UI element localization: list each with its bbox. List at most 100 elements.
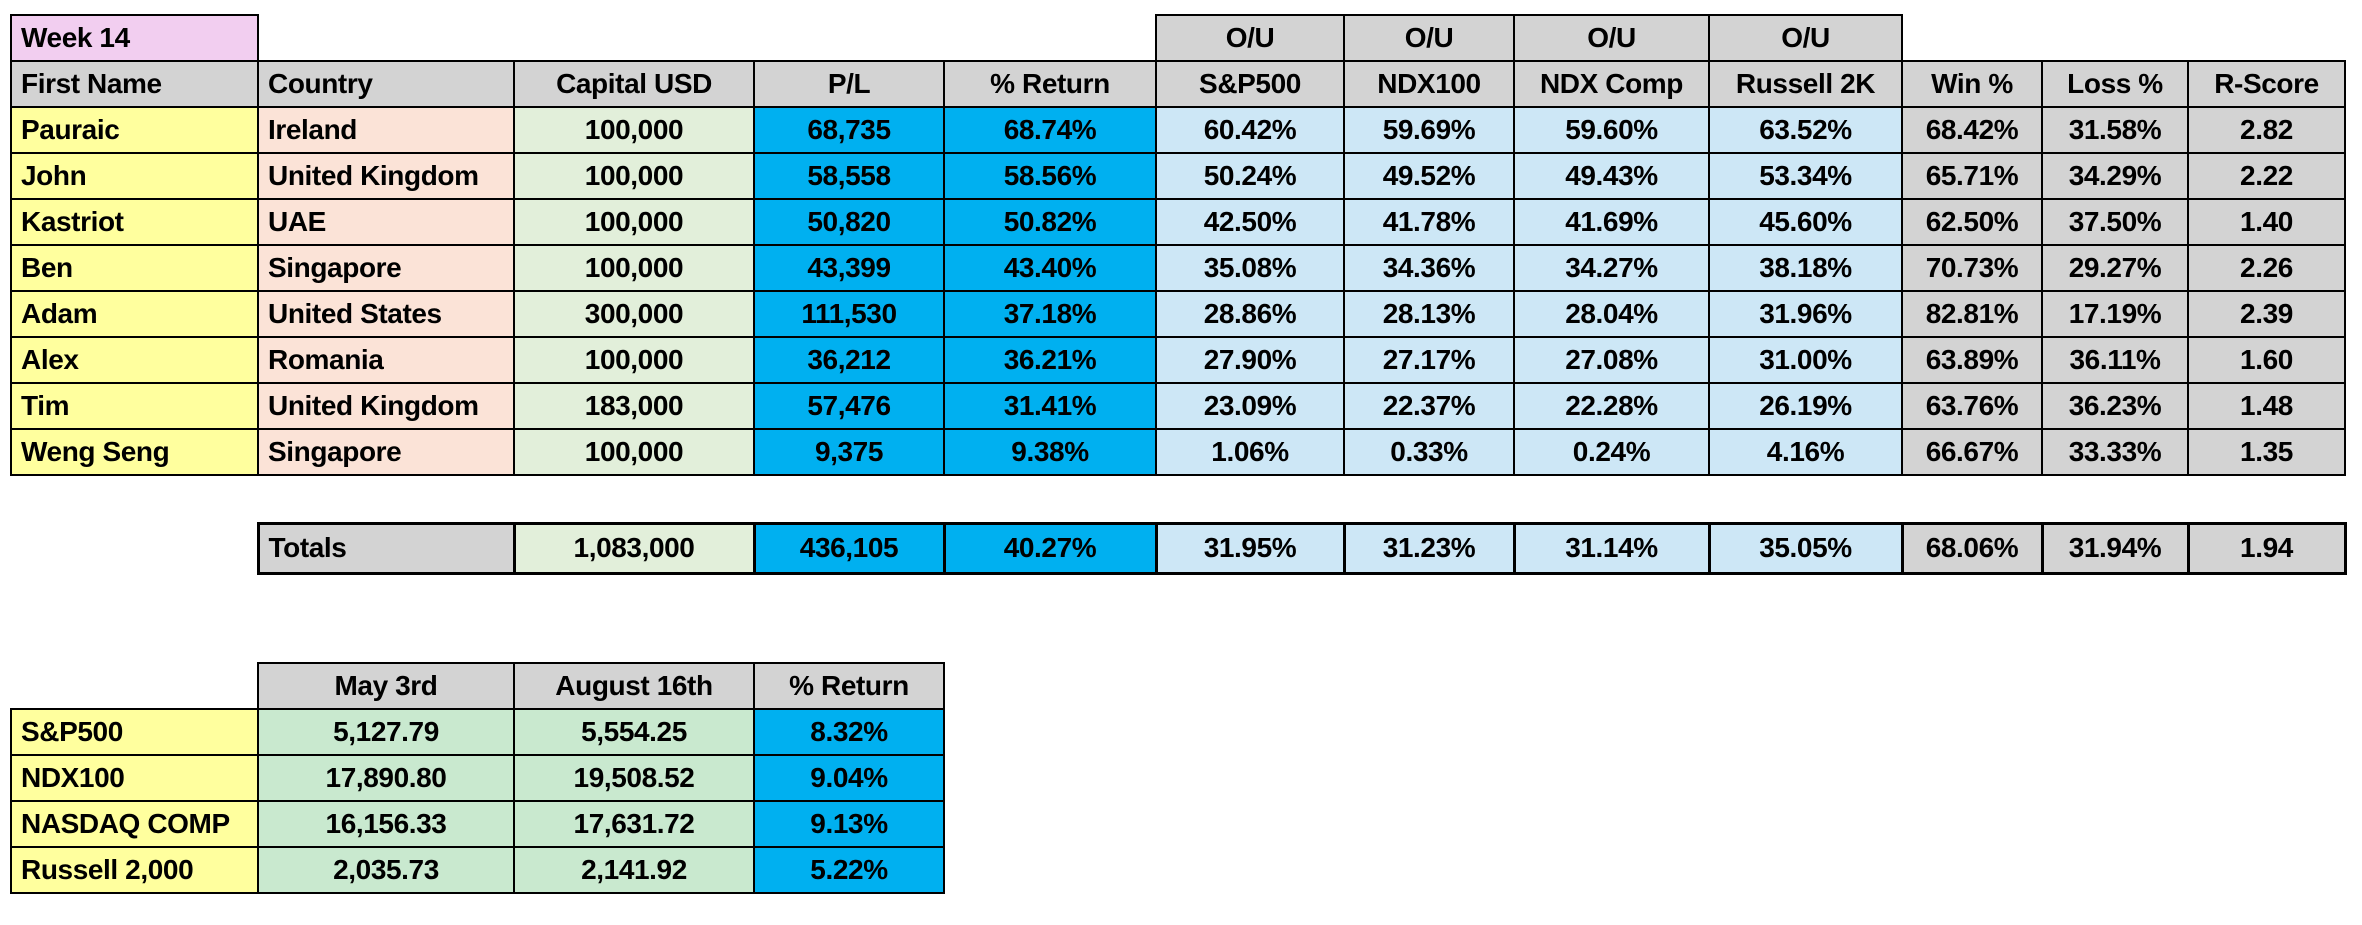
- cell-return[interactable]: 9.38%: [943, 428, 1157, 476]
- index-cell[interactable]: 5,554.25: [513, 708, 755, 756]
- cell-ndx100[interactable]: 34.36%: [1343, 244, 1515, 292]
- column-header-win[interactable]: Win %: [1901, 60, 2043, 108]
- cell-loss[interactable]: 17.19%: [2041, 290, 2189, 338]
- column-header-s-p500[interactable]: S&P500: [1155, 60, 1345, 108]
- cell-russell-2k[interactable]: 63.52%: [1708, 106, 1903, 154]
- totals-cell[interactable]: 1.94: [2186, 521, 2347, 575]
- cell-country[interactable]: Singapore: [257, 244, 515, 292]
- cell-r-score[interactable]: 1.48: [2187, 382, 2346, 430]
- column-header-capital-usd[interactable]: Capital USD: [513, 60, 755, 108]
- cell-loss[interactable]: 37.50%: [2041, 198, 2189, 246]
- column-header-p-l[interactable]: P/L: [753, 60, 945, 108]
- cell-return[interactable]: 58.56%: [943, 152, 1157, 200]
- cell-s-p500[interactable]: 42.50%: [1155, 198, 1345, 246]
- cell-win[interactable]: 70.73%: [1901, 244, 2043, 292]
- cell-ndx-comp[interactable]: 28.04%: [1513, 290, 1710, 338]
- cell-s-p500[interactable]: 23.09%: [1155, 382, 1345, 430]
- index-cell[interactable]: 2,141.92: [513, 846, 755, 894]
- cell-ndx100[interactable]: 49.52%: [1343, 152, 1515, 200]
- cell-p-l[interactable]: 9,375: [753, 428, 945, 476]
- cell-s-p500[interactable]: 50.24%: [1155, 152, 1345, 200]
- column-header-loss[interactable]: Loss %: [2041, 60, 2189, 108]
- cell-country[interactable]: United Kingdom: [257, 152, 515, 200]
- column-header-pct-return[interactable]: % Return: [753, 662, 945, 710]
- column-header-return[interactable]: % Return: [943, 60, 1157, 108]
- totals-cell[interactable]: 1,083,000: [512, 521, 756, 575]
- week-label-cell[interactable]: Week 14: [10, 14, 259, 62]
- ou-header-cell[interactable]: O/U: [1155, 14, 1345, 62]
- cell-first-name[interactable]: Adam: [10, 290, 259, 338]
- cell-first-name[interactable]: Weng Seng: [10, 428, 259, 476]
- cell-capital-usd[interactable]: 100,000: [513, 336, 755, 384]
- cell-first-name[interactable]: Alex: [10, 336, 259, 384]
- cell-win[interactable]: 62.50%: [1901, 198, 2043, 246]
- cell-ndx100[interactable]: 22.37%: [1343, 382, 1515, 430]
- column-header-ndx100[interactable]: NDX100: [1343, 60, 1515, 108]
- cell-capital-usd[interactable]: 100,000: [513, 152, 755, 200]
- cell-first-name[interactable]: Kastriot: [10, 198, 259, 246]
- column-header-may-3rd[interactable]: May 3rd: [257, 662, 515, 710]
- cell-return[interactable]: 50.82%: [943, 198, 1157, 246]
- column-header-russell-2k[interactable]: Russell 2K: [1708, 60, 1903, 108]
- index-label-cell[interactable]: NDX100: [10, 754, 259, 802]
- totals-cell[interactable]: 68.06%: [1900, 521, 2044, 575]
- index-cell[interactable]: 5.22%: [753, 846, 945, 894]
- cell-country[interactable]: Ireland: [257, 106, 515, 154]
- cell-win[interactable]: 66.67%: [1901, 428, 2043, 476]
- cell-return[interactable]: 37.18%: [943, 290, 1157, 338]
- totals-cell[interactable]: 31.94%: [2040, 521, 2190, 575]
- cell-ndx-comp[interactable]: 34.27%: [1513, 244, 1710, 292]
- cell-ndx-comp[interactable]: 0.24%: [1513, 428, 1710, 476]
- totals-label-cell[interactable]: Totals: [256, 521, 516, 575]
- cell-s-p500[interactable]: 1.06%: [1155, 428, 1345, 476]
- ou-header-cell[interactable]: O/U: [1708, 14, 1903, 62]
- cell-ndx-comp[interactable]: 59.60%: [1513, 106, 1710, 154]
- cell-return[interactable]: 36.21%: [943, 336, 1157, 384]
- index-cell[interactable]: 5,127.79: [257, 708, 515, 756]
- cell-win[interactable]: 82.81%: [1901, 290, 2043, 338]
- cell-loss[interactable]: 29.27%: [2041, 244, 2189, 292]
- ou-header-cell[interactable]: O/U: [1343, 14, 1515, 62]
- cell-return[interactable]: 43.40%: [943, 244, 1157, 292]
- cell-win[interactable]: 65.71%: [1901, 152, 2043, 200]
- cell-russell-2k[interactable]: 26.19%: [1708, 382, 1903, 430]
- cell-r-score[interactable]: 2.26: [2187, 244, 2346, 292]
- cell-first-name[interactable]: Tim: [10, 382, 259, 430]
- cell-win[interactable]: 63.89%: [1901, 336, 2043, 384]
- index-cell[interactable]: 19,508.52: [513, 754, 755, 802]
- cell-r-score[interactable]: 2.82: [2187, 106, 2346, 154]
- index-cell[interactable]: 17,890.80: [257, 754, 515, 802]
- column-header-august-16th[interactable]: August 16th: [513, 662, 755, 710]
- cell-s-p500[interactable]: 35.08%: [1155, 244, 1345, 292]
- cell-capital-usd[interactable]: 183,000: [513, 382, 755, 430]
- cell-first-name[interactable]: Ben: [10, 244, 259, 292]
- totals-cell[interactable]: 35.05%: [1707, 521, 1904, 575]
- totals-cell[interactable]: 31.95%: [1154, 521, 1346, 575]
- cell-capital-usd[interactable]: 300,000: [513, 290, 755, 338]
- index-cell[interactable]: 16,156.33: [257, 800, 515, 848]
- cell-ndx100[interactable]: 0.33%: [1343, 428, 1515, 476]
- cell-s-p500[interactable]: 27.90%: [1155, 336, 1345, 384]
- cell-capital-usd[interactable]: 100,000: [513, 106, 755, 154]
- cell-loss[interactable]: 36.11%: [2041, 336, 2189, 384]
- cell-capital-usd[interactable]: 100,000: [513, 244, 755, 292]
- cell-r-score[interactable]: 1.60: [2187, 336, 2346, 384]
- cell-return[interactable]: 31.41%: [943, 382, 1157, 430]
- cell-loss[interactable]: 34.29%: [2041, 152, 2189, 200]
- index-label-cell[interactable]: Russell 2,000: [10, 846, 259, 894]
- index-cell[interactable]: 9.13%: [753, 800, 945, 848]
- totals-cell[interactable]: 436,105: [752, 521, 946, 575]
- cell-country[interactable]: United Kingdom: [257, 382, 515, 430]
- cell-country[interactable]: Singapore: [257, 428, 515, 476]
- cell-p-l[interactable]: 36,212: [753, 336, 945, 384]
- cell-s-p500[interactable]: 28.86%: [1155, 290, 1345, 338]
- cell-p-l[interactable]: 57,476: [753, 382, 945, 430]
- cell-p-l[interactable]: 50,820: [753, 198, 945, 246]
- cell-r-score[interactable]: 2.22: [2187, 152, 2346, 200]
- cell-r-score[interactable]: 1.40: [2187, 198, 2346, 246]
- column-header-country[interactable]: Country: [257, 60, 515, 108]
- cell-ndx-comp[interactable]: 27.08%: [1513, 336, 1710, 384]
- cell-russell-2k[interactable]: 4.16%: [1708, 428, 1903, 476]
- cell-capital-usd[interactable]: 100,000: [513, 198, 755, 246]
- totals-cell[interactable]: 40.27%: [942, 521, 1158, 575]
